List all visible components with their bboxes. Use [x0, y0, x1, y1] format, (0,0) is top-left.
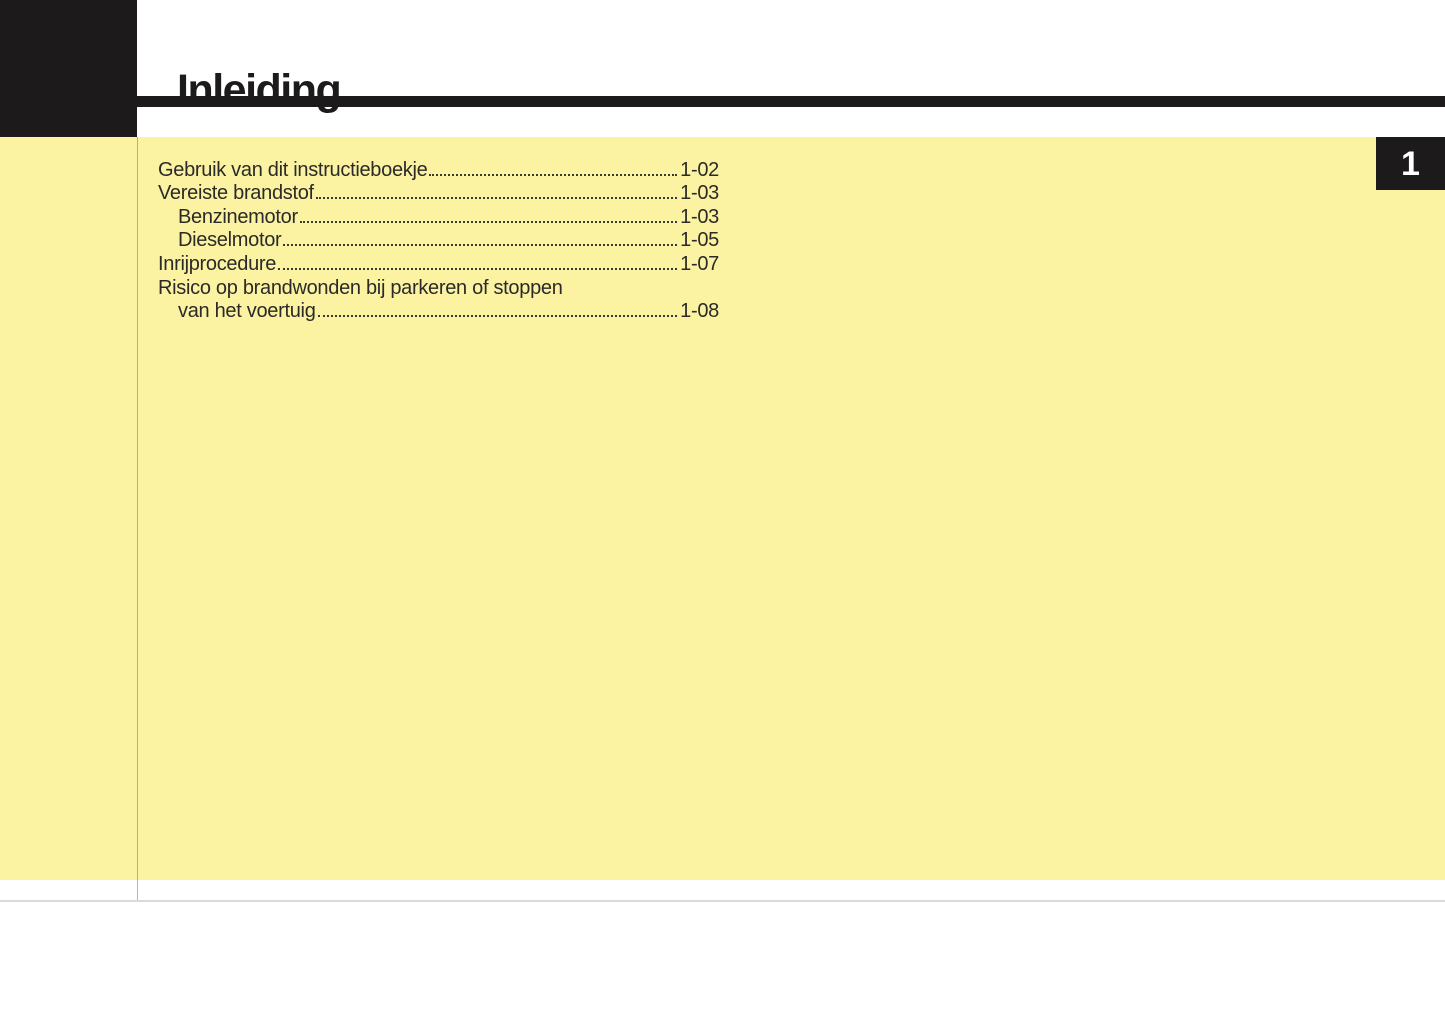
toc-label: Inrijprocedure	[158, 252, 277, 275]
header-rule	[137, 96, 1445, 107]
content-panel	[0, 137, 1445, 880]
toc-label: van het voertuig	[178, 300, 316, 323]
toc-leader	[283, 244, 678, 247]
toc-row: Risico op brandwonden bij parkeren of st…	[158, 275, 719, 299]
column-divider	[137, 137, 138, 901]
toc-leader	[315, 197, 678, 200]
toc-leader	[317, 315, 678, 318]
toc-label: Gebruik van dit instructieboekje	[158, 158, 428, 181]
toc-page-number: 1-03	[680, 205, 719, 228]
toc-row: Gebruik van dit instructieboekje 1-02	[158, 157, 719, 181]
toc-leader	[299, 220, 678, 223]
toc-label: Risico op brandwonden bij parkeren of st…	[158, 276, 563, 299]
toc-page-number: 1-07	[680, 252, 719, 275]
toc-row: van het voertuig 1-08	[158, 299, 719, 323]
toc-list: Gebruik van dit instructieboekje 1-02 Vere…	[158, 157, 719, 323]
toc-page-number: 1-05	[680, 229, 719, 252]
toc-page-number: 1-03	[680, 182, 719, 205]
toc-page-number: 1-08	[680, 300, 719, 323]
chapter-number: 1	[1401, 144, 1420, 183]
toc-row: Inrijprocedure 1-07	[158, 251, 719, 275]
toc-page-number: 1-02	[680, 158, 719, 181]
chapter-tab: 1	[1376, 137, 1445, 190]
corner-block	[0, 0, 137, 137]
toc-leader	[429, 173, 678, 176]
toc-row: Benzinemotor 1-03	[158, 204, 719, 228]
toc-row: Vereiste brandstof 1-03	[158, 181, 719, 205]
toc-label: Dieselmotor	[178, 229, 282, 252]
toc-label: Vereiste brandstof	[158, 182, 314, 205]
toc-row: Dieselmotor 1-05	[158, 228, 719, 252]
toc-leader	[278, 267, 678, 270]
toc-label: Benzinemotor	[178, 205, 298, 228]
footer-rule	[0, 900, 1445, 902]
